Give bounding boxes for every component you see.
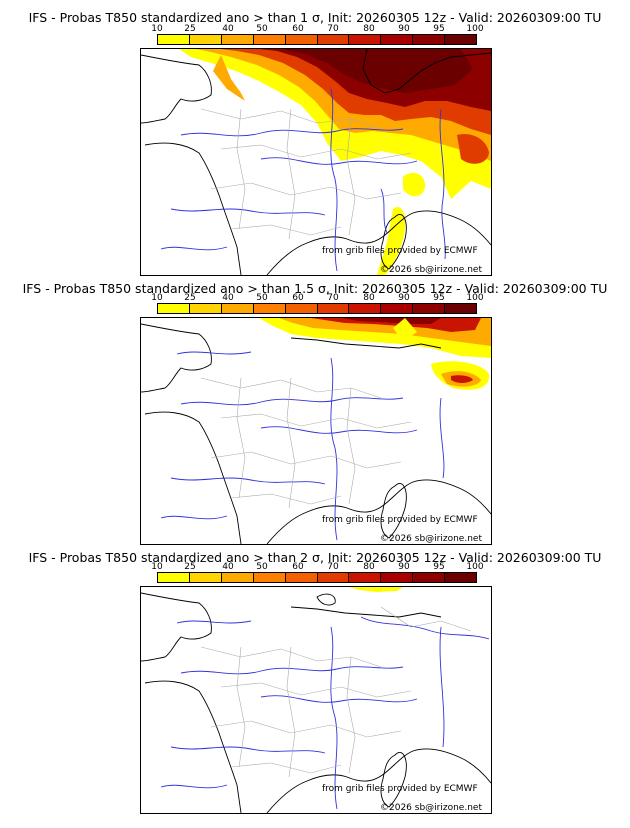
- region-borders: [200, 377, 412, 509]
- probability-map: [140, 48, 492, 276]
- legend-color-swatch: [189, 573, 222, 582]
- legend-tick-label: 100: [466, 24, 484, 34]
- legend-tick-label: 10: [151, 562, 163, 572]
- legend-tick-label: 80: [363, 24, 375, 34]
- legend-tick-label: 70: [327, 24, 339, 34]
- legend-tick-label: 40: [222, 293, 234, 303]
- legend-tick-label: 95: [433, 562, 445, 572]
- legend-tick-label: 60: [292, 293, 304, 303]
- legend-color-swatch: [381, 304, 414, 313]
- legend-tick-label: 80: [363, 293, 375, 303]
- legend-tick-labels: 10 25 40 50 60 70 80 90 95 100: [140, 293, 492, 303]
- legend-color-swatch: [413, 573, 446, 582]
- panel-title: IFS - Probas T850 standardized ano > tha…: [28, 550, 602, 565]
- rivers: [160, 351, 445, 541]
- legend-tick-label: 50: [256, 562, 268, 572]
- legend-tick-label: 50: [256, 293, 268, 303]
- copyright-credit: ©2026 sb@irizone.net: [380, 534, 482, 544]
- legend-tick-label: 80: [363, 562, 375, 572]
- legend-tick-label: 95: [433, 24, 445, 34]
- probability-area: [457, 133, 489, 164]
- legend-color-swatch: [317, 573, 350, 582]
- legend-color-swatch: [221, 573, 254, 582]
- legend-color-swatch: [253, 35, 286, 44]
- region-borders: [200, 606, 472, 778]
- legend-tick-label: 100: [466, 562, 484, 572]
- legend-color-swatch: [349, 304, 382, 313]
- copyright-credit: ©2026 sb@irizone.net: [380, 265, 482, 275]
- legend-color-swatch: [445, 573, 477, 582]
- legend-color-swatch: [158, 304, 190, 313]
- probability-color-legend: [157, 34, 477, 45]
- legend-color-swatch: [253, 304, 286, 313]
- region-borders: [200, 108, 412, 240]
- probability-map: [140, 586, 492, 814]
- legend-color-swatch: [381, 35, 414, 44]
- probability-area: [451, 375, 473, 383]
- probability-color-legend: [157, 303, 477, 314]
- legend-color-swatch: [349, 35, 382, 44]
- legend-tick-label: 25: [184, 24, 196, 34]
- probability-area: [377, 207, 406, 275]
- probability-area: [393, 318, 417, 342]
- probability-color-legend: [157, 572, 477, 583]
- probability-area: [403, 172, 426, 197]
- legend-tick-labels: 10 25 40 50 60 70 80 90 95 100: [140, 562, 492, 572]
- legend-tick-label: 60: [292, 562, 304, 572]
- legend-tick-label: 60: [292, 24, 304, 34]
- legend-tick-label: 10: [151, 24, 163, 34]
- legend-color-swatch: [317, 304, 350, 313]
- rivers: [160, 616, 490, 810]
- legend-color-swatch: [158, 35, 190, 44]
- legend-color-swatch: [253, 573, 286, 582]
- copyright-credit: ©2026 sb@irizone.net: [380, 803, 482, 813]
- legend-tick-labels: 10 25 40 50 60 70 80 90 95 100: [140, 24, 492, 34]
- legend-tick-label: 50: [256, 24, 268, 34]
- legend-color-swatch: [189, 35, 222, 44]
- legend-tick-label: 10: [151, 293, 163, 303]
- coastline: [141, 49, 491, 275]
- legend-tick-label: 90: [398, 562, 410, 572]
- legend-color-swatch: [189, 304, 222, 313]
- legend-color-swatch: [349, 573, 382, 582]
- legend-color-swatch: [413, 35, 446, 44]
- rivers: [160, 88, 446, 272]
- legend-color-swatch: [285, 573, 318, 582]
- legend-color-swatch: [317, 35, 350, 44]
- legend-tick-label: 90: [398, 24, 410, 34]
- probability-area: [213, 55, 245, 101]
- probability-area: [311, 318, 481, 332]
- legend-tick-label: 70: [327, 293, 339, 303]
- legend-color-swatch: [285, 304, 318, 313]
- legend-color-swatch: [413, 304, 446, 313]
- legend-color-swatch: [158, 573, 190, 582]
- legend-tick-label: 95: [433, 293, 445, 303]
- data-source-credit: from grib files provided by ECMWF: [322, 784, 478, 794]
- data-source-credit: from grib files provided by ECMWF: [322, 515, 478, 525]
- panel-title: IFS - Probas T850 standardized ano > tha…: [22, 281, 608, 296]
- legend-color-swatch: [445, 35, 477, 44]
- panel-title: IFS - Probas T850 standardized ano > tha…: [28, 10, 602, 25]
- coastline: [141, 592, 491, 813]
- probability-map: [140, 317, 492, 545]
- legend-color-swatch: [285, 35, 318, 44]
- legend-color-swatch: [221, 35, 254, 44]
- probability-area: [281, 49, 473, 93]
- legend-tick-label: 70: [327, 562, 339, 572]
- legend-color-swatch: [445, 304, 477, 313]
- probability-area: [349, 587, 403, 592]
- coastline: [141, 323, 491, 544]
- legend-color-swatch: [221, 304, 254, 313]
- legend-tick-label: 25: [184, 562, 196, 572]
- legend-tick-label: 90: [398, 293, 410, 303]
- legend-tick-label: 25: [184, 293, 196, 303]
- legend-tick-label: 40: [222, 562, 234, 572]
- legend-color-swatch: [381, 573, 414, 582]
- data-source-credit: from grib files provided by ECMWF: [322, 246, 478, 256]
- legend-tick-label: 40: [222, 24, 234, 34]
- probability-area: [341, 318, 441, 324]
- legend-tick-label: 100: [466, 293, 484, 303]
